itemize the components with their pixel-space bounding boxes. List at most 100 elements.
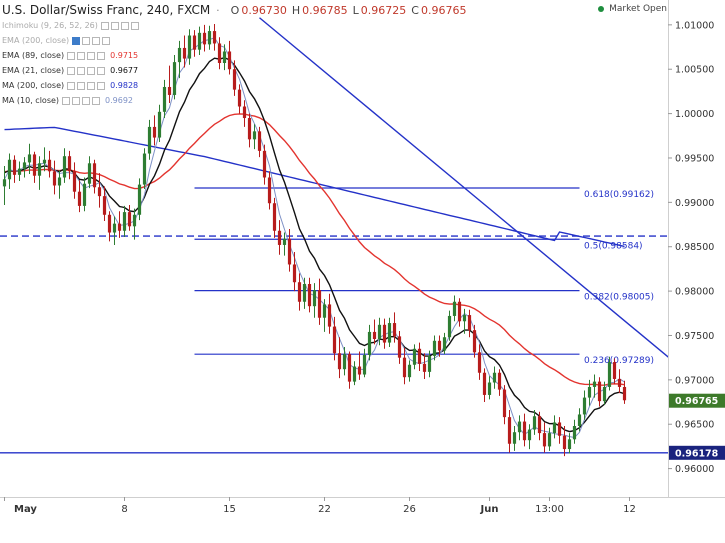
legend-row[interactable]: EMA (21, close) 0.9677 xyxy=(2,63,141,78)
candle-body xyxy=(427,355,432,372)
candle-body xyxy=(417,348,422,364)
visibility-toggle-icon[interactable] xyxy=(67,51,76,60)
candle-body xyxy=(582,397,587,415)
chart-title: U.S. Dollar/Swiss Franc, 240, FXCM xyxy=(2,3,211,17)
candle-body xyxy=(142,153,147,185)
visibility-toggle-icon[interactable] xyxy=(100,21,109,30)
candle-body xyxy=(272,203,277,231)
remove-icon[interactable] xyxy=(130,21,139,30)
settings-icon[interactable] xyxy=(110,21,119,30)
candle-body xyxy=(322,304,327,318)
candle-body xyxy=(7,159,12,180)
legend-row[interactable]: MA (10, close) 0.9692 xyxy=(2,93,141,108)
candle-body xyxy=(452,301,457,316)
settings-icon[interactable] xyxy=(72,96,81,105)
indicator-legend: Ichimoku (9, 26, 52, 26) EMA (200, close)… xyxy=(2,18,141,108)
format-icon[interactable] xyxy=(82,96,91,105)
legend-buttons xyxy=(72,36,112,45)
candle-body xyxy=(362,355,367,375)
settings-icon[interactable] xyxy=(77,51,86,60)
candle-body xyxy=(487,382,492,395)
legend-indicator-value: 0.9828 xyxy=(110,81,139,90)
candle-body xyxy=(497,372,502,390)
format-icon[interactable] xyxy=(87,51,96,60)
legend-row[interactable]: EMA (200, close) xyxy=(2,33,141,48)
trend-line xyxy=(259,17,725,406)
candle-body xyxy=(577,414,582,426)
legend-row[interactable]: MA (200, close) 0.9828 xyxy=(2,78,141,93)
y-tick-label: 0.97500 xyxy=(675,331,714,342)
candle-body xyxy=(22,162,27,169)
candle-body xyxy=(567,439,572,450)
candle-body xyxy=(202,32,207,45)
candle-body xyxy=(62,156,67,178)
candle-body xyxy=(407,364,412,378)
candle-body xyxy=(327,304,332,327)
settings-icon[interactable] xyxy=(77,66,86,75)
y-tick-label: 0.99500 xyxy=(675,153,714,164)
settings-icon[interactable] xyxy=(82,36,91,45)
candle-body xyxy=(562,435,567,450)
remove-icon[interactable] xyxy=(97,66,106,75)
candle-body xyxy=(292,264,297,283)
remove-icon[interactable] xyxy=(97,51,106,60)
candle-body xyxy=(537,416,542,434)
visibility-toggle-icon[interactable] xyxy=(67,66,76,75)
candle-body xyxy=(277,230,282,245)
visibility-toggle-icon[interactable] xyxy=(67,81,76,90)
format-icon[interactable] xyxy=(92,36,101,45)
candlesticks xyxy=(2,23,627,457)
candle-body xyxy=(247,118,252,140)
format-icon[interactable] xyxy=(120,21,129,30)
remove-icon[interactable] xyxy=(97,81,106,90)
legend-indicator-name: MA (10, close) xyxy=(2,96,60,105)
legend-row[interactable]: EMA (89, close) 0.9715 xyxy=(2,48,141,63)
x-tick-label: 12 xyxy=(623,504,636,515)
candle-body xyxy=(57,177,62,186)
format-icon[interactable] xyxy=(87,66,96,75)
candle-body xyxy=(502,389,507,418)
market-open-dot-icon xyxy=(598,6,605,12)
candle-body xyxy=(302,284,307,302)
candle-body xyxy=(37,163,42,176)
legend-buttons xyxy=(67,51,107,60)
x-tick-label: 26 xyxy=(403,504,416,515)
support-price-tag xyxy=(669,445,725,460)
remove-icon[interactable] xyxy=(92,96,101,105)
candle-body xyxy=(602,386,607,402)
y-tick-label: 1.00000 xyxy=(675,109,714,120)
price-tags: 0.96765 0.96178 xyxy=(669,393,725,460)
price-axis-panel xyxy=(668,0,725,543)
candle-body xyxy=(152,126,157,138)
legend-row[interactable]: Ichimoku (9, 26, 52, 26) xyxy=(2,18,141,33)
candle-body xyxy=(147,126,152,154)
candle-body xyxy=(432,340,437,356)
trend-lines xyxy=(259,17,725,406)
candle-body xyxy=(527,429,532,441)
candle-body xyxy=(32,154,37,176)
candle-body xyxy=(477,352,482,373)
visibility-toggle-icon[interactable] xyxy=(72,36,81,45)
x-tick-label: 15 xyxy=(223,504,236,515)
fib-level-label: 0.382(0.98005) xyxy=(584,293,654,303)
candle-body xyxy=(342,354,347,370)
candle-body xyxy=(307,284,312,307)
y-tick-label: 0.97000 xyxy=(675,375,714,386)
legend-buttons xyxy=(100,21,141,30)
candle-body xyxy=(442,337,447,351)
candle-body xyxy=(72,171,77,192)
settings-icon[interactable] xyxy=(77,81,86,90)
y-tick-label: 1.00500 xyxy=(675,65,714,76)
candle-body xyxy=(92,163,97,188)
remove-icon[interactable] xyxy=(102,36,111,45)
low-value: 0.96725 xyxy=(360,3,407,17)
header-separator: · xyxy=(216,3,220,17)
format-icon[interactable] xyxy=(87,81,96,90)
candle-body xyxy=(157,111,162,138)
legend-indicator-value: 0.9715 xyxy=(110,51,139,60)
candle-body xyxy=(347,354,352,382)
visibility-toggle-icon[interactable] xyxy=(62,96,71,105)
candle-body xyxy=(622,386,627,401)
candle-body xyxy=(77,191,82,206)
